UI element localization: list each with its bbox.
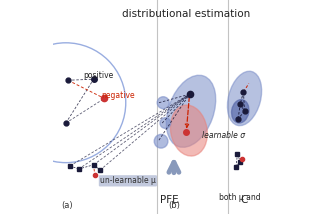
Text: positive: positive — [83, 71, 113, 80]
Text: negative: negative — [101, 91, 135, 100]
Text: PFE: PFE — [160, 195, 179, 205]
Ellipse shape — [228, 71, 262, 126]
Text: (a): (a) — [61, 201, 73, 210]
Text: (b): (b) — [168, 201, 180, 210]
Text: learnable σ: learnable σ — [202, 131, 245, 140]
Text: un-learnable μ: un-learnable μ — [100, 176, 156, 185]
Text: distributional estimation: distributional estimation — [122, 9, 250, 19]
Circle shape — [157, 97, 169, 109]
Circle shape — [154, 134, 168, 148]
Ellipse shape — [166, 75, 216, 147]
Ellipse shape — [171, 105, 207, 156]
Text: both μ and: both μ and — [220, 193, 261, 202]
Circle shape — [160, 118, 171, 128]
Ellipse shape — [232, 100, 249, 123]
Text: C: C — [241, 195, 248, 205]
